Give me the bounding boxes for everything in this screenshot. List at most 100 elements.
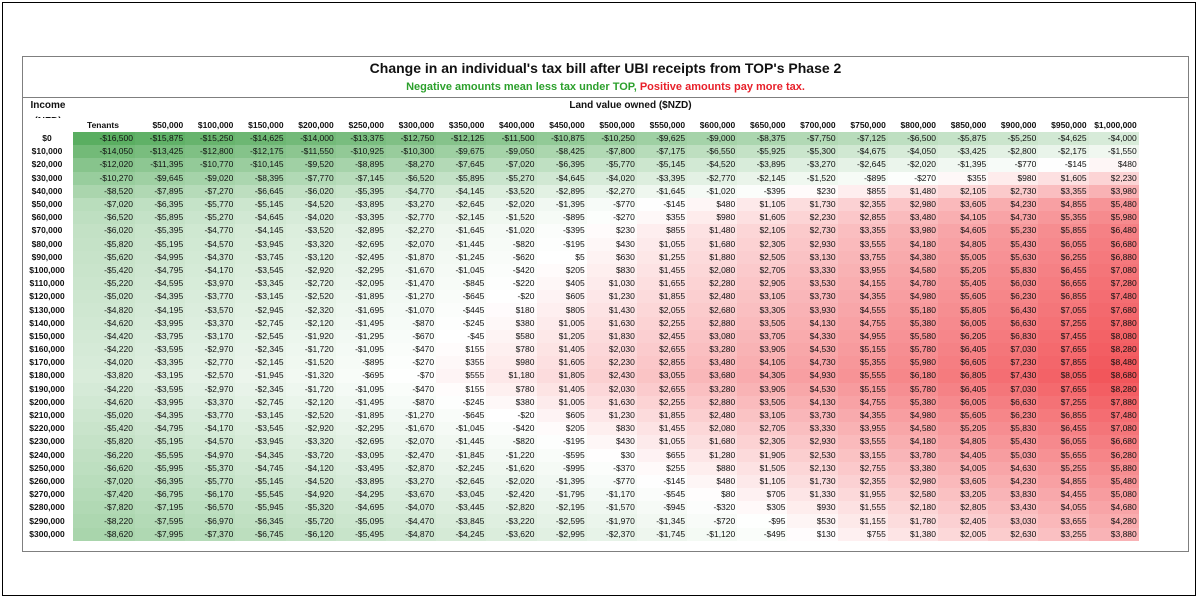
value-cell: $4,130 xyxy=(787,316,838,330)
value-cell: -$4,220 xyxy=(73,382,135,396)
value-cell: -$3,170 xyxy=(185,329,236,343)
value-cell: -$3,545 xyxy=(235,422,286,436)
value-cell: -$2,145 xyxy=(235,356,286,370)
value-cell: -$9,020 xyxy=(185,171,236,185)
value-cell: -$1,220 xyxy=(486,448,537,462)
value-cell: $3,205 xyxy=(938,488,989,502)
value-cell: $4,355 xyxy=(837,290,888,304)
value-cell: -$470 xyxy=(385,382,437,396)
value-cell: $1,630 xyxy=(586,395,637,409)
value-cell: $355 xyxy=(938,171,989,185)
value-cell: -$670 xyxy=(385,329,437,343)
value-cell: -$6,020 xyxy=(285,184,336,198)
value-cell: -$2,270 xyxy=(385,224,437,238)
value-cell: $3,305 xyxy=(737,303,788,317)
value-cell: -$1,570 xyxy=(586,501,637,515)
value-cell: -$2,520 xyxy=(285,290,336,304)
value-cell: $4,155 xyxy=(837,277,888,291)
table-row: $200,000 -$4,620 -$3,995 -$3,370 -$2,745 -$2,… xyxy=(23,395,1139,409)
table-row: $190,000 -$4,220 -$3,595 -$2,970 -$2,345 -$1,… xyxy=(23,382,1139,396)
value-cell: -$3,995 xyxy=(135,395,186,409)
value-cell: $255 xyxy=(636,461,688,475)
table-row: $290,000 -$8,220 -$7,595 -$6,970 -$6,345 -$5,… xyxy=(23,514,1139,528)
value-cell: $2,855 xyxy=(837,211,888,225)
value-cell: $3,330 xyxy=(787,263,838,278)
value-cell: -$2,545 xyxy=(235,329,286,343)
value-cell: $6,030 xyxy=(988,277,1039,291)
value-cell: -$12,750 xyxy=(385,132,437,146)
value-cell: $630 xyxy=(586,250,637,264)
value-cell: -$3,895 xyxy=(737,158,788,172)
value-cell: $3,680 xyxy=(687,369,738,383)
value-cell: $4,580 xyxy=(887,263,938,278)
value-cell: -$4,770 xyxy=(385,184,437,198)
value-cell: $2,905 xyxy=(737,277,788,291)
value-cell: -$3,895 xyxy=(335,474,386,489)
value-cell: $205 xyxy=(536,263,587,278)
value-cell: -$2,770 xyxy=(185,356,236,370)
value-cell: -$5,145 xyxy=(235,474,286,489)
value-cell: -$370 xyxy=(586,461,637,475)
value-cell: $3,730 xyxy=(787,290,838,304)
value-cell: -$6,620 xyxy=(73,461,135,475)
value-cell: $980 xyxy=(486,356,537,370)
value-cell: -$3,595 xyxy=(135,343,186,357)
value-cell: $1,055 xyxy=(636,435,688,449)
value-cell: $5,630 xyxy=(988,250,1039,264)
value-cell: $7,880 xyxy=(1088,316,1139,330)
value-cell: $1,405 xyxy=(536,382,587,396)
value-cell: $4,455 xyxy=(1038,488,1089,502)
column-header: $550,000 xyxy=(649,119,686,130)
value-cell: $6,055 xyxy=(1038,435,1089,449)
value-cell: -$220 xyxy=(486,277,537,291)
value-cell: -$2,020 xyxy=(887,158,938,172)
value-cell: -$6,795 xyxy=(135,488,186,502)
value-cell: -$4,625 xyxy=(1038,132,1089,146)
value-cell: -$1,395 xyxy=(938,158,989,172)
value-cell: -$145 xyxy=(636,197,688,212)
value-cell: $8,055 xyxy=(1038,369,1089,383)
value-cell: -$6,395 xyxy=(536,158,587,172)
table-row: $130,000 -$4,820 -$4,195 -$3,570 -$2,945 -$2,… xyxy=(23,303,1139,317)
value-cell: -$4,595 xyxy=(135,277,186,291)
income-cell: $180,000 xyxy=(29,370,65,381)
value-cell: $780 xyxy=(486,343,537,357)
value-cell: $6,855 xyxy=(1038,408,1089,423)
value-cell: $2,680 xyxy=(687,303,738,317)
table-row: $240,000 -$6,220 -$5,595 -$4,970 -$4,345 -$3,… xyxy=(23,448,1139,462)
table-row: $50,000 -$7,020 -$6,395 -$5,770 -$5,145 -$4,5… xyxy=(23,197,1139,212)
value-cell: -$6,550 xyxy=(687,145,738,159)
value-cell: -$4,345 xyxy=(235,448,286,462)
value-cell: -$3,620 xyxy=(486,527,537,541)
value-cell: -$4,645 xyxy=(536,171,587,185)
value-cell: -$3,895 xyxy=(335,197,386,212)
value-cell: $5,180 xyxy=(887,303,938,317)
value-cell: -$2,945 xyxy=(235,303,286,317)
column-header-row: Tenants $50,000 $100,000 $150,000 $200,000 $2… xyxy=(23,118,1139,132)
value-cell: -$11,500 xyxy=(486,132,537,146)
value-cell: -$145 xyxy=(1038,158,1089,172)
value-cell: $7,230 xyxy=(988,356,1039,370)
value-cell: -$8,270 xyxy=(385,158,437,172)
value-cell: -$1,745 xyxy=(636,527,688,541)
value-cell: $5,780 xyxy=(887,343,938,357)
value-cell: $1,005 xyxy=(536,395,587,409)
value-cell: $7,255 xyxy=(1038,395,1089,409)
value-cell: $5 xyxy=(536,250,587,264)
value-cell: -$4,170 xyxy=(185,263,236,278)
value-cell: -$2,145 xyxy=(436,211,487,225)
value-cell: $6,605 xyxy=(938,356,989,370)
value-cell: -$7,595 xyxy=(135,514,186,528)
value-cell: -$7,370 xyxy=(185,527,236,541)
value-cell: -$770 xyxy=(988,158,1039,172)
value-cell: $3,905 xyxy=(737,343,788,357)
subtitle-positive: Positive amounts pay more tax. xyxy=(639,81,805,93)
value-cell: -$2,920 xyxy=(285,263,336,278)
value-cell: $4,980 xyxy=(887,290,938,304)
value-cell: $3,130 xyxy=(787,250,838,264)
value-cell: -$445 xyxy=(436,303,487,317)
value-cell: -$1,245 xyxy=(436,250,487,264)
value-cell: $1,855 xyxy=(636,290,688,304)
value-cell: $5,880 xyxy=(1088,461,1139,475)
value-cell: -$5,095 xyxy=(335,514,386,528)
